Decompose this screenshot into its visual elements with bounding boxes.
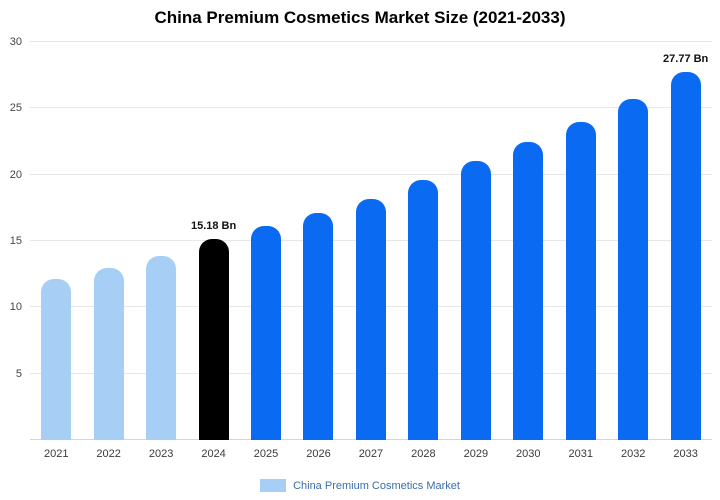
bar-2025[interactable] bbox=[251, 226, 282, 440]
bars-area: 2021 2022 2023 2024 15.18 Bn 2025 2026 2027 2028… bbox=[30, 42, 712, 460]
legend-label: China Premium Cosmetics Market bbox=[293, 479, 460, 492]
x-tick-label: 2021 bbox=[43, 448, 69, 460]
bar-column: 2026 bbox=[302, 42, 334, 460]
bar-2024[interactable] bbox=[198, 238, 229, 440]
y-tick-label: 30 bbox=[9, 36, 22, 48]
x-tick-label: 2030 bbox=[516, 448, 541, 460]
bar-column: 2029 bbox=[460, 42, 492, 460]
bar-2026[interactable] bbox=[303, 213, 334, 440]
x-tick-label: 2028 bbox=[411, 448, 436, 460]
gridline bbox=[30, 173, 712, 175]
bar-column: 2022 bbox=[93, 42, 125, 460]
x-tick-label: 2026 bbox=[306, 448, 331, 460]
gridline bbox=[30, 107, 712, 109]
legend[interactable]: China Premium Cosmetics Market bbox=[0, 479, 720, 492]
bar-2033[interactable] bbox=[670, 71, 701, 440]
y-tick-label: 10 bbox=[9, 301, 22, 314]
bar-column: 2023 bbox=[145, 42, 177, 460]
y-tick-label: 5 bbox=[15, 367, 22, 380]
bar-2027[interactable] bbox=[355, 198, 386, 440]
x-tick-label: 2032 bbox=[620, 448, 646, 460]
y-tick-label: 20 bbox=[9, 168, 22, 181]
x-tick-label: 2031 bbox=[568, 448, 593, 460]
bar-2028[interactable] bbox=[408, 179, 439, 440]
y-axis: 5 10 15 20 25 30 bbox=[0, 36, 22, 440]
bar-2029[interactable] bbox=[460, 161, 491, 440]
x-tick-label: 2033 bbox=[673, 448, 698, 460]
bar-2023[interactable] bbox=[146, 255, 177, 440]
y-tick-label: 15 bbox=[9, 235, 22, 247]
bar-column: 2033 27.77 Bn bbox=[663, 42, 708, 460]
data-label-2033: 27.77 Bn bbox=[663, 52, 709, 65]
bar-column: 2028 bbox=[407, 42, 439, 460]
legend-swatch-icon bbox=[260, 479, 287, 492]
x-tick-label: 2023 bbox=[148, 448, 174, 460]
y-tick-label: 25 bbox=[9, 102, 22, 115]
x-tick-label: 2022 bbox=[96, 448, 121, 460]
x-tick-label: 2027 bbox=[358, 448, 384, 460]
bar-2031[interactable] bbox=[565, 121, 596, 440]
chart-title: China Premium Cosmetics Market Size (202… bbox=[154, 8, 566, 27]
x-tick-label: 2024 bbox=[201, 448, 226, 460]
x-tick-label: 2029 bbox=[463, 448, 489, 460]
gridline bbox=[30, 41, 712, 42]
bar-column: 2031 bbox=[565, 42, 597, 460]
bar-column: 2021 bbox=[40, 42, 72, 460]
bar-2022[interactable] bbox=[93, 267, 124, 440]
bar-2030[interactable] bbox=[513, 141, 544, 440]
data-label-2024: 15.18 Bn bbox=[190, 219, 237, 232]
bar-2021[interactable] bbox=[41, 279, 72, 440]
bar-column: 2030 bbox=[512, 42, 544, 460]
bar-column: 2027 bbox=[355, 42, 387, 460]
bar-column: 2032 bbox=[617, 42, 649, 460]
bar-column: 2024 15.18 Bn bbox=[191, 42, 236, 460]
x-tick-label: 2025 bbox=[253, 448, 279, 460]
bar-2032[interactable] bbox=[618, 99, 649, 440]
bar-column: 2025 bbox=[250, 42, 282, 460]
